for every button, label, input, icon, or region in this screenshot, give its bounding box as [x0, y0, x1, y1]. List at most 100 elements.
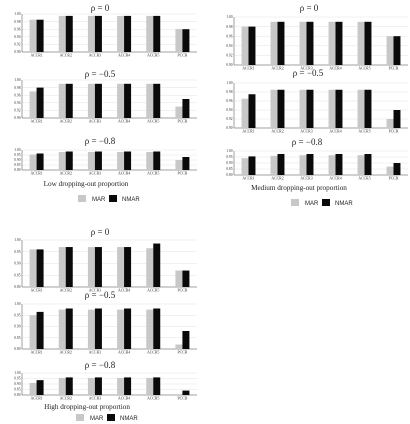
y-tick-label: 0.92 — [226, 54, 232, 58]
bar-nmar-accr5 — [153, 377, 161, 395]
x-tick-label: ACCR3 — [89, 54, 101, 58]
legend-swatch-mar — [78, 195, 86, 202]
bar-mar-accr2 — [270, 155, 278, 175]
bar-nmar-accr4 — [124, 247, 132, 287]
bar-nmar-accr4 — [124, 83, 132, 118]
x-tick-label: ACCR3 — [89, 397, 101, 401]
x-tick-label: ACCR2 — [60, 289, 72, 293]
bar-mar-accr3 — [87, 83, 95, 118]
panel-title: ρ = 0 — [91, 3, 110, 13]
bar-nmar-accr4 — [335, 154, 343, 175]
y-tick-label: 0.85 — [14, 388, 20, 392]
y-tick-label: 0.90 — [14, 50, 20, 54]
x-tick-label: ACCR1 — [242, 67, 254, 71]
x-tick-label: ACCR5 — [147, 351, 159, 355]
x-tick-label: ACCR2 — [60, 351, 72, 355]
bar-nmar-pccr — [182, 390, 190, 395]
bar-nmar-accr3 — [306, 21, 314, 65]
y-tick-label: 1.00 — [14, 148, 20, 152]
bar-nmar-pccr — [182, 331, 190, 349]
bar-nmar-accr2 — [277, 21, 285, 65]
y-tick-label: 1.00 — [14, 238, 20, 242]
y-tick-label: 0.95 — [14, 313, 20, 317]
bar-mar-accr4 — [117, 377, 125, 395]
x-tick-label: ACCR1 — [30, 120, 42, 124]
bar-mar-accr1 — [29, 382, 37, 395]
bar-nmar-accr5 — [153, 308, 161, 349]
x-tick-label: ACCR5 — [147, 289, 159, 293]
y-tick-label: 0.90 — [226, 161, 232, 165]
x-tick-label: ACCR2 — [271, 67, 283, 71]
bar-mar-pccr — [175, 106, 183, 118]
x-tick-label: ACCR5 — [358, 177, 370, 181]
legend-label-mar: MAR — [90, 416, 104, 422]
bar-mar-accr3 — [87, 377, 95, 395]
panel-title: ρ = −0.8 — [292, 137, 323, 147]
x-tick-label: PCCR — [178, 54, 188, 58]
x-tick-label: ACCR5 — [147, 54, 159, 58]
legend-swatch-mar — [291, 199, 299, 206]
x-tick-label: ACCR4 — [118, 289, 130, 293]
bar-mar-accr3 — [299, 155, 307, 175]
x-tick-label: ACCR4 — [118, 397, 130, 401]
x-tick-label: ACCR2 — [60, 54, 72, 58]
y-tick-label: 0.96 — [226, 99, 232, 103]
bar-mar-accr5 — [357, 155, 365, 175]
panel-title: ρ = −0.5 — [293, 68, 324, 78]
x-tick-label: PCCR — [178, 120, 188, 124]
bar-mar-pccr — [175, 270, 183, 287]
x-tick-label: ACCR4 — [118, 351, 130, 355]
bar-nmar-pccr — [182, 29, 190, 52]
bar-mar-accr4 — [117, 309, 125, 350]
bar-nmar-accr5 — [364, 89, 372, 128]
x-tick-label: ACCR1 — [30, 397, 42, 401]
bar-nmar-accr5 — [153, 243, 161, 287]
x-tick-label: ACCR2 — [60, 120, 72, 124]
bar-mar-accr5 — [146, 309, 154, 350]
x-tick-label: ACCR4 — [329, 130, 341, 134]
x-tick-label: ACCR5 — [147, 397, 159, 401]
chart-low-rho-08: 1.000.950.900.850.80 ACCR1 ACCR2 ACCR3 ACCR4… — [14, 148, 197, 176]
x-tick-label: ACCR1 — [30, 172, 42, 176]
y-tick-label: 1.00 — [226, 149, 232, 153]
bar-nmar-accr5 — [153, 151, 161, 170]
bar-mar-accr3 — [87, 15, 95, 52]
y-tick-label: 0.92 — [14, 109, 20, 113]
bar-nmar-accr1 — [36, 87, 44, 118]
group-caption: High dropping-out proportion — [44, 403, 130, 411]
bar-mar-accr4 — [117, 152, 125, 170]
bar-nmar-accr1 — [36, 19, 44, 52]
x-tick-label: ACCR5 — [147, 120, 159, 124]
bar-nmar-accr1 — [248, 94, 256, 128]
x-tick-label: ACCR1 — [242, 177, 254, 181]
x-tick-label: ACCR3 — [89, 172, 101, 176]
group-low: ρ = 0 1.00 0.98 0.96 0.94 0.92 0.90 ACCR1 ACCR2… — [14, 3, 197, 203]
chart-medium-rho0: 1.00 0.98 0.96 0.94 0.92 0.90 ACCR1 ACCR2 ACCR3 A… — [226, 15, 408, 71]
bar-mar-accr3 — [299, 21, 307, 65]
bar-nmar-accr2 — [277, 89, 285, 128]
group-caption: Medium dropping-out proportion — [251, 184, 347, 192]
x-tick-label: ACCR4 — [329, 67, 341, 71]
y-tick-label: 0.95 — [14, 250, 20, 254]
legend-swatch-mar — [76, 414, 84, 421]
bar-mar-accr4 — [328, 89, 336, 128]
bar-nmar-pccr — [393, 163, 401, 175]
y-tick-label: 0.90 — [14, 325, 20, 329]
x-tick-label: ACCR4 — [118, 120, 130, 124]
x-tick-label: ACCR5 — [147, 172, 159, 176]
y-tick-label: 0.96 — [14, 27, 20, 31]
bar-nmar-accr1 — [248, 26, 256, 66]
bar-nmar-accr3 — [94, 377, 102, 395]
group-caption: Low dropping-out proportion — [44, 180, 129, 188]
bar-mar-accr5 — [146, 248, 154, 287]
x-tick-label: PCCR — [178, 172, 188, 176]
y-tick-label: 0.85 — [14, 336, 20, 340]
legend: MAR NMAR — [76, 414, 138, 422]
bar-nmar-accr2 — [65, 247, 73, 287]
bar-nmar-accr4 — [335, 21, 343, 65]
bar-nmar-pccr — [393, 36, 401, 65]
y-tick-label: 0.90 — [14, 116, 20, 120]
bar-nmar-accr1 — [36, 249, 44, 287]
legend-swatch-nmar — [322, 199, 330, 206]
y-tick-label: 1.00 — [226, 81, 232, 85]
